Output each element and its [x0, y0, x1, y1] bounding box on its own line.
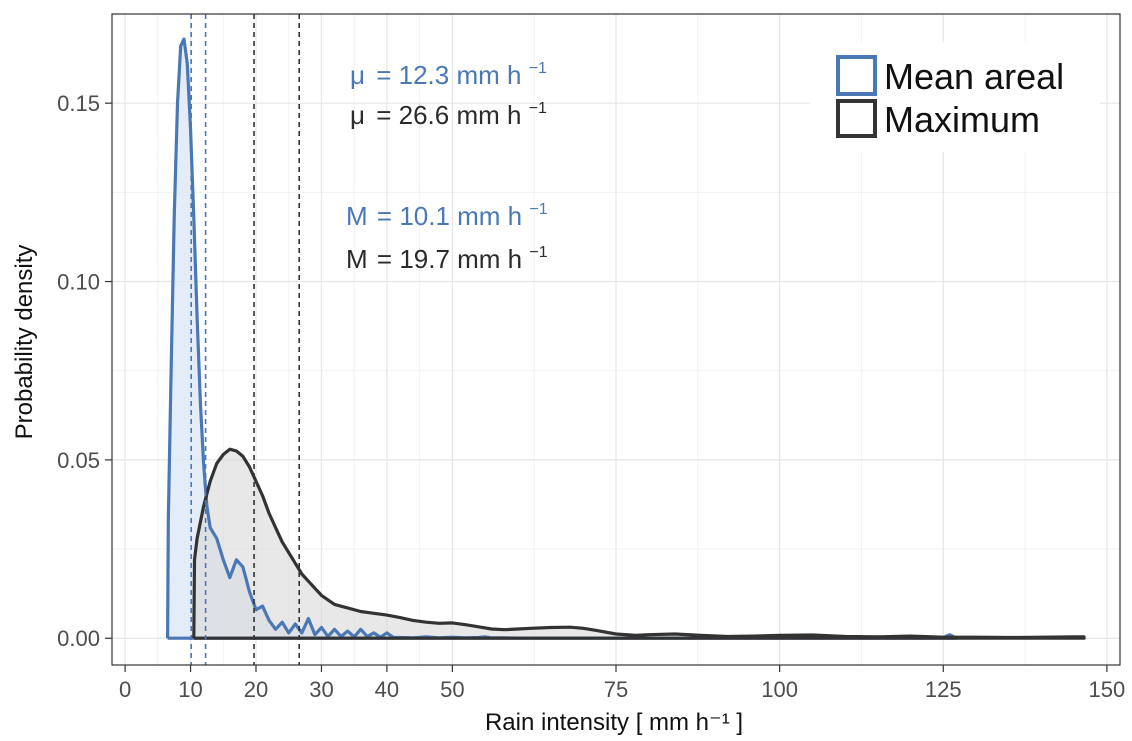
legend-label-maximum: Maximum: [884, 99, 1040, 140]
y-tick-label: 0.05: [57, 448, 100, 473]
maximum-mean-annotation: μ = 26.6 mm h −1: [350, 100, 547, 130]
x-tick-label: 10: [178, 677, 202, 702]
axes: 0 10 20 30 40 50 75 100 125 150 0.00 0.05 0.10 0.15: [57, 91, 1125, 702]
x-tick-label: 0: [119, 677, 131, 702]
mean-areal-median-unit-exp: −1: [529, 201, 547, 218]
mean-areal-mean-symbol: μ: [350, 60, 365, 90]
density-line-maximum: [192, 447, 1086, 640]
mean-areal-median-value: = 10.1 mm h: [377, 201, 522, 231]
mean-areal-median-annotation: M = 10.1 mm h −1: [346, 201, 548, 231]
y-tick-label: 0.15: [57, 91, 100, 116]
legend: Mean areal Maximum: [810, 42, 1100, 152]
x-tick-label: 150: [1089, 677, 1126, 702]
maximum-median-value: = 19.7 mm h: [377, 244, 522, 274]
legend-label-mean-areal: Mean areal: [884, 56, 1064, 97]
maximum-median-unit-exp: −1: [529, 244, 547, 261]
y-axis-label-text: Probability density: [11, 245, 38, 440]
mean-areal-median-symbol: M: [346, 201, 368, 231]
x-axis-label-text: Rain intensity [ mm h⁻¹ ]: [485, 709, 743, 736]
maximum-median-annotation: M = 19.7 mm h −1: [346, 244, 548, 274]
density-areas: [166, 37, 1086, 640]
maximum-median-symbol: M: [346, 244, 368, 274]
y-tick-label: 0.10: [57, 270, 100, 295]
x-tick-label: 75: [604, 677, 628, 702]
mean-areal-mean-value: = 12.3 mm h: [376, 60, 521, 90]
maximum-mean-unit-exp: −1: [529, 100, 547, 117]
y-axis-label: Probability density: [11, 245, 38, 440]
legend-key-maximum: [836, 99, 877, 138]
annotations: μ = 12.3 mm h −1 μ = 26.6 mm h −1 M = 10…: [346, 60, 548, 274]
maximum-mean-symbol: μ: [350, 100, 365, 130]
mean-areal-mean-unit-exp: −1: [529, 60, 547, 77]
density-fill-maximum: [193, 449, 1085, 639]
legend-key-mean-areal: [836, 55, 877, 96]
x-tick-label: 40: [375, 677, 399, 702]
mean-areal-mean-annotation: μ = 12.3 mm h −1: [350, 60, 547, 90]
maximum-mean-value: = 26.6 mm h: [376, 100, 521, 130]
x-tick-label: 50: [440, 677, 464, 702]
x-tick-label: 20: [244, 677, 268, 702]
x-axis-label: Rain intensity [ mm h⁻¹ ]: [485, 709, 743, 736]
x-tick-label: 30: [309, 677, 333, 702]
y-tick-label: 0.00: [57, 626, 100, 651]
x-tick-label: 125: [925, 677, 962, 702]
x-tick-label: 100: [761, 677, 798, 702]
reference-lines: [190, 14, 301, 665]
